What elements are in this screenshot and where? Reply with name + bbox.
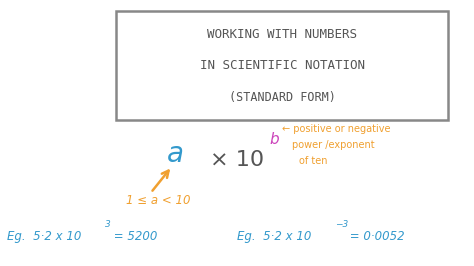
Text: Eg.  5·2 x 10: Eg. 5·2 x 10 (7, 230, 82, 243)
Text: = 5200: = 5200 (110, 230, 157, 243)
Text: ← positive or negative: ← positive or negative (282, 124, 391, 134)
Text: −3: −3 (335, 220, 348, 229)
Text: a: a (167, 140, 184, 168)
Text: = 0·0052: = 0·0052 (346, 230, 405, 243)
Text: (STANDARD FORM): (STANDARD FORM) (228, 92, 336, 104)
Text: power /exponent: power /exponent (292, 140, 374, 150)
Text: × 10: × 10 (210, 149, 264, 170)
Text: 3: 3 (105, 220, 111, 229)
Text: IN SCIENTIFIC NOTATION: IN SCIENTIFIC NOTATION (200, 59, 365, 72)
Text: WORKING WITH NUMBERS: WORKING WITH NUMBERS (207, 28, 357, 41)
Text: Eg.  5·2 x 10: Eg. 5·2 x 10 (237, 230, 311, 243)
Text: 1 ≤ a < 10: 1 ≤ a < 10 (126, 194, 190, 207)
Text: of ten: of ten (299, 156, 327, 166)
FancyBboxPatch shape (116, 11, 448, 120)
Text: b: b (269, 132, 279, 147)
